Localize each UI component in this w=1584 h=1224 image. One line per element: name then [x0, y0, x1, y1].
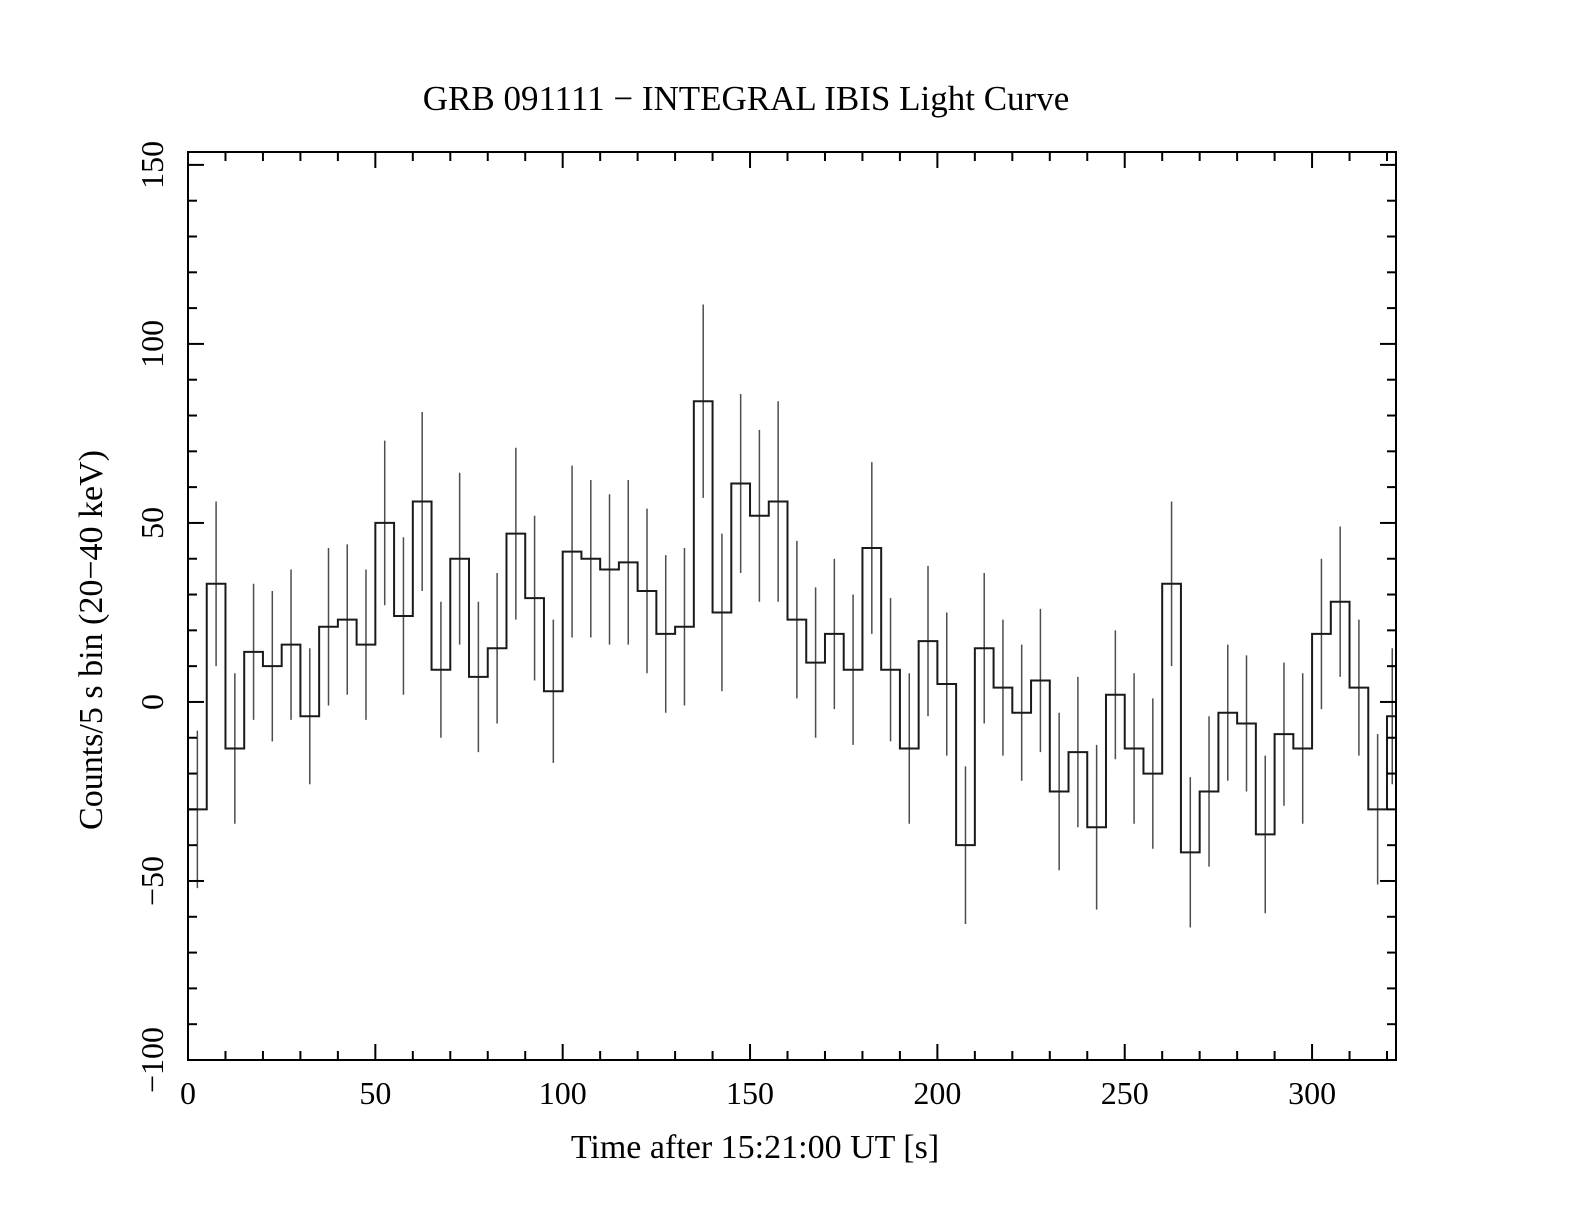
x-tick-label: 300: [1288, 1075, 1336, 1111]
y-tick-label: 0: [134, 694, 170, 710]
x-tick-label: 250: [1101, 1075, 1149, 1111]
y-tick-label: 50: [134, 507, 170, 539]
x-axis-title: Time after 15:21:00 UT [s]: [571, 1129, 939, 1166]
y-tick-label: 100: [134, 320, 170, 368]
chart-title: GRB 091111 − INTEGRAL IBIS Light Curve: [423, 79, 1069, 118]
y-axis-title: Counts/5 s bin (20−40 keV): [73, 450, 110, 830]
y-tick-label: −50: [134, 856, 170, 906]
x-tick-label: 0: [180, 1075, 196, 1111]
histogram-step-line: [188, 400, 1396, 854]
y-tick-label: −100: [134, 1027, 170, 1093]
y-tick-label: 150: [134, 141, 170, 189]
data-layer: [188, 304, 1396, 928]
x-tick-label: 50: [359, 1075, 391, 1111]
x-tick-label: 150: [726, 1075, 774, 1111]
plot-frame: [187, 151, 1397, 1061]
x-tick-label: 100: [539, 1075, 587, 1111]
x-tick-label: 200: [913, 1075, 961, 1111]
